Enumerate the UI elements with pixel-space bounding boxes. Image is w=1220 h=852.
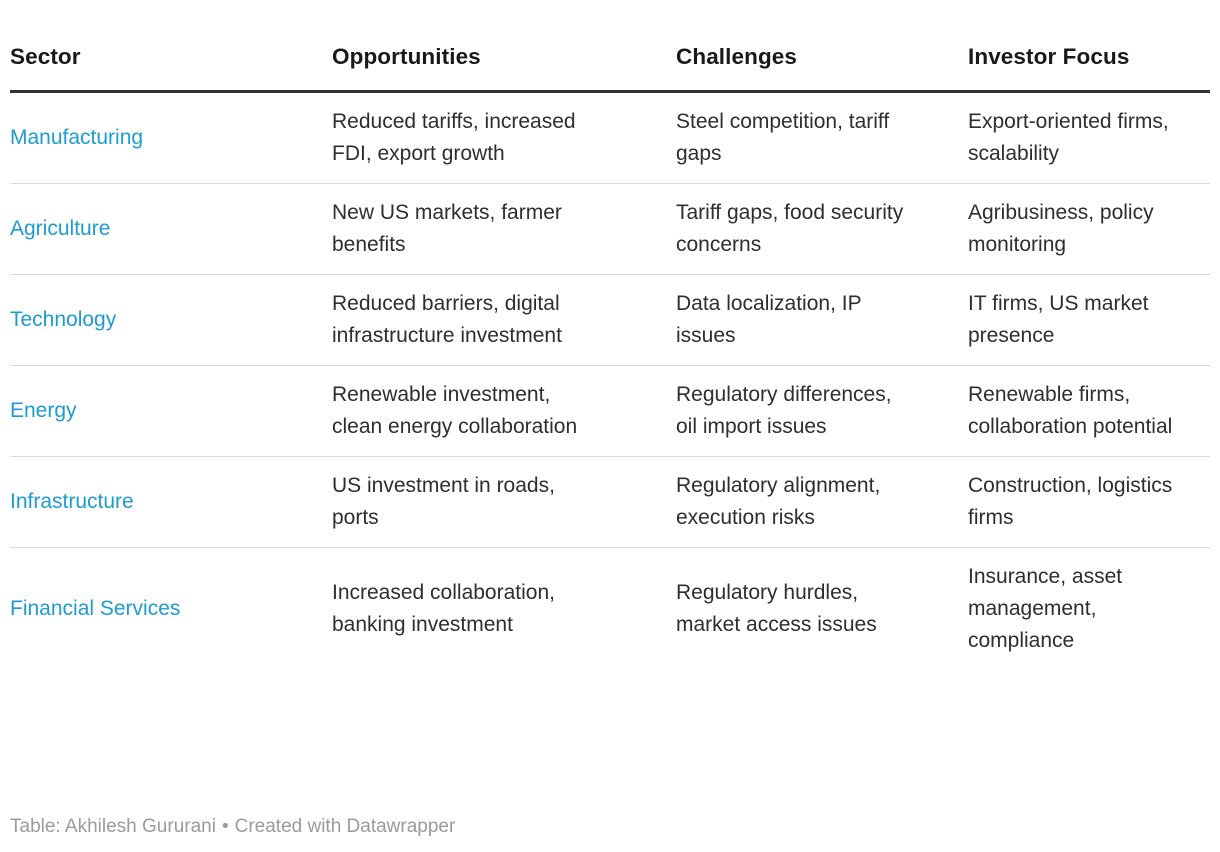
challenges-cell: Regulatory hurdles, market access issues [676, 547, 968, 670]
column-header-opportunities: Opportunities [332, 44, 676, 93]
table-row-energy: Energy Renewable investment, clean energ… [10, 365, 1210, 457]
investor-focus-cell: Renewable firms, collaboration potential [968, 365, 1210, 457]
sector-cell: Energy [10, 365, 332, 457]
challenges-cell: Regulatory differences, oil import issue… [676, 365, 968, 457]
investor-focus-cell: Agribusiness, policy monitoring [968, 183, 1210, 275]
opportunities-cell: Reduced barriers, digital infrastructure… [332, 274, 676, 366]
investor-focus-cell: IT firms, US market presence [968, 274, 1210, 366]
challenges-cell: Tariff gaps, food security concerns [676, 183, 968, 275]
table-row-technology: Technology Reduced barriers, digital inf… [10, 274, 1210, 366]
sector-cell: Financial Services [10, 547, 332, 670]
opportunities-cell: Increased collaboration, banking investm… [332, 547, 676, 670]
column-header-sector: Sector [10, 44, 332, 93]
sector-cell: Manufacturing [10, 126, 144, 149]
opportunities-cell: Reduced tariffs, increased FDI, export g… [332, 110, 576, 165]
challenges-cell: Data localization, IP issues [676, 274, 968, 366]
sector-cell: Agriculture [10, 183, 332, 275]
opportunities-cell: US investment in roads, ports [332, 456, 676, 548]
column-header-investor-focus: Investor Focus [968, 44, 1210, 93]
table-header: Sector Opportunities Challenges Investor… [10, 44, 1210, 93]
table-footer: Table: Akhilesh Gururani • Created with Da… [10, 816, 455, 838]
table-row-infrastructure: Infrastructure US investment in roads, p… [10, 456, 1210, 548]
column-header-challenges: Challenges [676, 44, 968, 93]
datawrapper-credit-link[interactable]: Created with Datawrapper [234, 816, 456, 837]
opportunities-cell: Renewable investment, clean energy colla… [332, 365, 676, 457]
investor-focus-cell: Construction, logistics firms [968, 456, 1210, 548]
table-row-financial-services: Financial Services Increased collaborati… [10, 547, 1210, 670]
footer-separator: • [221, 816, 229, 837]
datawrapper-table: Sector Opportunities Challenges Investor… [10, 44, 1210, 670]
sector-table: Sector Opportunities Challenges Investor… [10, 44, 1210, 670]
challenges-cell: Regulatory alignment, execution risks [676, 456, 968, 548]
sector-cell: Technology [10, 274, 332, 366]
table-body: Manufacturing Reduced tariffs, increased… [10, 92, 1210, 670]
investor-focus-cell: Export-oriented firms, scalability [968, 110, 1169, 165]
table-row-agriculture: Agriculture New US markets, farmer benef… [10, 183, 1210, 275]
investor-focus-cell: Insurance, asset management, compliance [968, 547, 1210, 670]
opportunities-cell: New US markets, farmer benefits [332, 183, 676, 275]
sector-cell: Infrastructure [10, 456, 332, 548]
attribution-text: Table: Akhilesh Gururani [10, 816, 216, 837]
header-row: Sector Opportunities Challenges Investor… [10, 44, 1210, 93]
challenges-cell: Steel competition, tariff gaps [676, 110, 890, 165]
table-row-manufacturing: Manufacturing Reduced tariffs, increased… [10, 92, 1210, 184]
